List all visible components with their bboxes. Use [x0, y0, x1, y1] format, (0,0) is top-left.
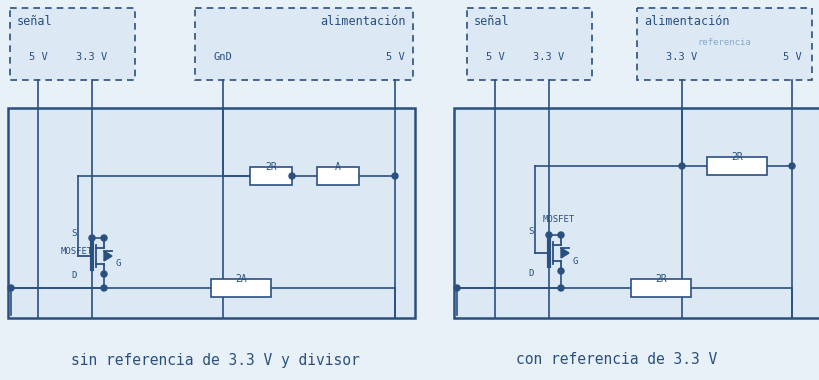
Text: G: G — [572, 256, 577, 266]
Text: referencia: referencia — [696, 38, 750, 47]
Text: señal: señal — [17, 15, 52, 28]
Circle shape — [557, 232, 563, 238]
Circle shape — [545, 232, 551, 238]
Text: alimentación: alimentación — [643, 15, 729, 28]
Text: alimentación: alimentación — [320, 15, 405, 28]
Text: D: D — [71, 271, 77, 280]
Circle shape — [678, 163, 684, 169]
Bar — [467, 8, 591, 80]
Text: sin referencia de 3.3 V y divisor: sin referencia de 3.3 V y divisor — [70, 353, 359, 367]
Text: S: S — [71, 230, 77, 239]
Text: 2A: 2A — [235, 274, 247, 284]
Text: GnD: GnD — [214, 52, 232, 62]
Text: D: D — [527, 269, 533, 277]
Text: con referencia de 3.3 V: con referencia de 3.3 V — [516, 353, 717, 367]
Bar — [210, 279, 270, 297]
Text: MOSFET: MOSFET — [61, 247, 93, 255]
Bar — [10, 8, 135, 80]
Text: 5 V: 5 V — [29, 52, 48, 62]
Text: 5 V: 5 V — [385, 52, 404, 62]
Text: 2R: 2R — [265, 162, 277, 172]
Circle shape — [788, 163, 794, 169]
Circle shape — [454, 285, 459, 291]
Text: 5 V: 5 V — [781, 52, 800, 62]
Bar — [195, 8, 413, 80]
Polygon shape — [104, 251, 112, 261]
Bar — [636, 8, 811, 80]
Text: S: S — [527, 226, 533, 236]
Bar — [8, 108, 414, 318]
Text: 3.3 V: 3.3 V — [666, 52, 697, 62]
Circle shape — [557, 268, 563, 274]
Text: señal: señal — [473, 15, 509, 28]
Circle shape — [101, 271, 106, 277]
Circle shape — [557, 285, 563, 291]
Text: 2R: 2R — [731, 152, 742, 162]
Bar — [317, 167, 359, 185]
Bar — [706, 157, 766, 175]
Text: 3.3 V: 3.3 V — [76, 52, 107, 62]
Text: 2R: 2R — [654, 274, 666, 284]
Text: 5 V: 5 V — [485, 52, 504, 62]
Circle shape — [89, 235, 95, 241]
Circle shape — [391, 173, 397, 179]
Text: A: A — [335, 162, 341, 172]
Bar — [250, 167, 292, 185]
Circle shape — [8, 285, 14, 291]
Circle shape — [101, 285, 106, 291]
Text: G: G — [115, 260, 121, 269]
Text: MOSFET: MOSFET — [542, 215, 575, 224]
Bar — [631, 279, 690, 297]
Polygon shape — [560, 248, 568, 258]
Bar — [454, 108, 819, 318]
Circle shape — [101, 235, 106, 241]
Circle shape — [288, 173, 295, 179]
Text: 3.3 V: 3.3 V — [532, 52, 564, 62]
